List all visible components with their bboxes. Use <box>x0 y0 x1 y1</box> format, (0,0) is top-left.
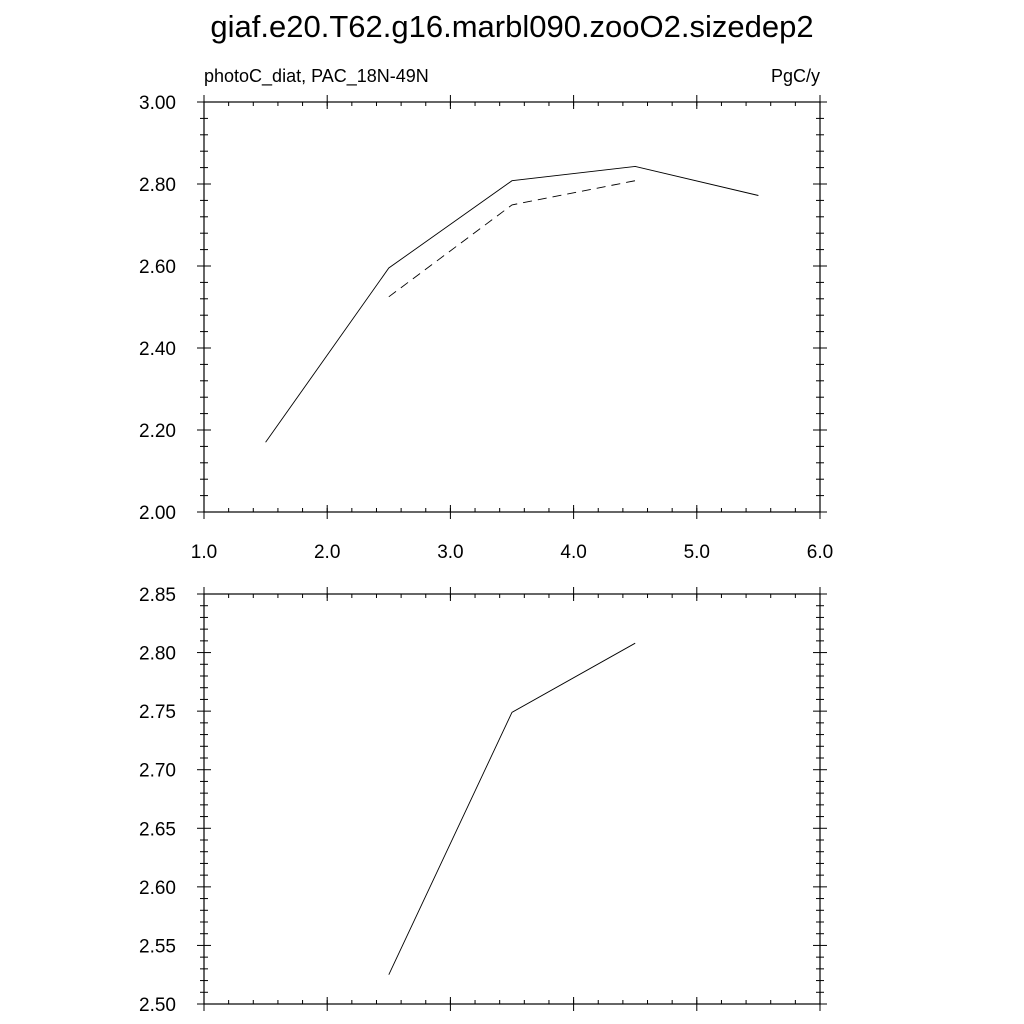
bottom-panel: 2.50 2.55 2.60 2.65 2.70 2.75 2.80 2.85 <box>139 585 827 1016</box>
top-panel-units: PgC/y <box>771 66 820 86</box>
top-x-tick-label: 5.0 <box>684 542 710 563</box>
bottom-y-tick-label: 2.50 <box>139 995 176 1016</box>
top-series-line-dashed <box>388 180 636 298</box>
bottom-series-line-solid <box>388 642 636 975</box>
top-y-tick-label: 2.00 <box>139 503 176 524</box>
top-panel-left-title: photoC_diat, PAC_18N-49N <box>204 66 429 87</box>
bottom-y-tick-label: 2.70 <box>139 761 176 782</box>
top-x-tick-label: 6.0 <box>807 542 833 563</box>
bottom-y-tick-label: 2.85 <box>139 585 176 606</box>
top-y-tick-label: 2.40 <box>139 339 176 360</box>
top-panel: photoC_diat, PAC_18N-49N PgC/y 2.00 2.20 2… <box>139 66 833 563</box>
top-y-tick-label: 2.80 <box>139 175 176 196</box>
top-y-tick-label: 3.00 <box>139 93 176 114</box>
bottom-y-tick-label: 2.75 <box>139 702 176 723</box>
top-x-tick-label: 1.0 <box>191 542 217 563</box>
bottom-y-tick-label: 2.55 <box>139 936 176 957</box>
bottom-y-tick-label: 2.65 <box>139 819 176 840</box>
top-series-line-solid <box>265 165 759 443</box>
bottom-plot-frame <box>203 593 821 1005</box>
bottom-y-tick-label: 2.60 <box>139 878 176 899</box>
top-x-tick-label: 4.0 <box>560 542 586 563</box>
figure-title: giaf.e20.T62.g16.marbl090.zooO2.sizedep2 <box>210 9 813 44</box>
top-y-tick-label: 2.20 <box>139 421 176 442</box>
top-x-tick-label: 2.0 <box>314 542 340 563</box>
top-y-tick-label: 2.60 <box>139 257 176 278</box>
top-plot-frame <box>203 101 821 513</box>
top-x-tick-label: 3.0 <box>437 542 463 563</box>
bottom-y-tick-label: 2.80 <box>139 644 176 665</box>
